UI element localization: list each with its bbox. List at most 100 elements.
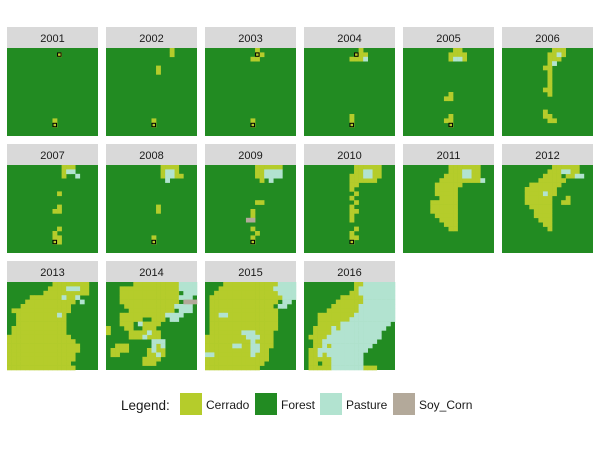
- cell-cerrado-2013: [11, 356, 17, 362]
- cell-cerrado-2016: [367, 365, 373, 371]
- cell-cerrado-2015: [259, 352, 265, 358]
- cell-cerrado-2013: [34, 295, 40, 300]
- facet-strip-2007: [7, 144, 98, 165]
- cell-pasture-2016: [326, 334, 332, 340]
- cell-pasture-2016: [358, 290, 364, 296]
- cell-cerrado-2015: [205, 365, 210, 371]
- cell-pasture-2014: [183, 308, 189, 314]
- cell-cerrado-2013: [47, 321, 53, 327]
- cell-pasture-2014: [192, 290, 198, 296]
- cell-cerrado-2013: [47, 304, 53, 309]
- cell-cerrado-2011: [457, 169, 463, 175]
- cell-pasture-2008: [165, 178, 170, 183]
- cell-cerrado-2014: [142, 326, 148, 331]
- cell-cerrado-2015: [268, 282, 274, 287]
- cell-pasture-2016: [390, 299, 396, 305]
- cell-cerrado-2014: [156, 312, 161, 318]
- cell-pasture-2005: [453, 56, 458, 62]
- cell-cerrado-2013: [25, 334, 31, 340]
- cell-cerrado-2009: [255, 200, 260, 205]
- cell-pasture-2016: [317, 348, 323, 353]
- cell-pasture-2016: [358, 326, 364, 331]
- cell-pasture-2016: [372, 330, 378, 336]
- cell-cerrado-2016: [308, 348, 314, 353]
- cell-cerrado-2016: [313, 330, 318, 336]
- cell-cerrado-2012: [574, 165, 580, 170]
- cell-cerrado-2015: [218, 348, 224, 353]
- cell-cerrado-2015: [250, 356, 256, 362]
- cell-cerrado-2013: [66, 334, 71, 340]
- cell-cerrado-2011: [430, 209, 436, 214]
- cell-cerrado-2013: [38, 312, 44, 318]
- cell-cerrado-2013: [52, 295, 58, 300]
- cell-cerrado-2013: [25, 317, 31, 322]
- cell-cerrado-2006: [542, 109, 548, 115]
- highlight-cell-2001: [52, 122, 58, 128]
- cell-cerrado-2015: [236, 312, 242, 318]
- cell-cerrado-2013: [61, 361, 67, 366]
- cell-cerrado-2013: [34, 365, 40, 371]
- cell-cerrado-2013: [84, 282, 90, 287]
- cell-pasture-2015: [250, 343, 256, 349]
- cell-cerrado-2013: [66, 304, 71, 309]
- cell-cerrado-2011: [457, 182, 463, 188]
- cell-cerrado-2015: [268, 295, 274, 300]
- panel-2016: 2016: [304, 261, 396, 371]
- cell-cerrado-2015: [232, 290, 238, 296]
- legend-entry-pasture: Pasture: [320, 393, 388, 415]
- cell-cerrado-2013: [20, 321, 26, 327]
- cell-cerrado-2014: [133, 286, 139, 292]
- cell-cerrado-2013: [20, 312, 26, 318]
- cell-cerrado-2015: [232, 352, 238, 358]
- cell-cerrado-2015: [273, 295, 279, 300]
- cell-cerrado-2008: [160, 173, 166, 179]
- cell-cerrado-2015: [227, 308, 233, 314]
- cell-cerrado-2014: [137, 286, 143, 292]
- cell-cerrado-2013: [20, 365, 26, 371]
- cell-cerrado-2012: [538, 187, 544, 192]
- cell-pasture-2016: [390, 308, 396, 314]
- cell-cerrado-2001: [52, 118, 58, 124]
- cell-cerrado-2015: [209, 339, 215, 344]
- cell-cerrado-2013: [57, 348, 62, 353]
- cell-cerrado-2015: [209, 317, 215, 322]
- cell-cerrado-2013: [75, 348, 81, 353]
- cell-cerrado-2012: [538, 195, 544, 201]
- cell-cerrado-2013: [29, 343, 35, 349]
- facet-label-2007: 2007: [40, 150, 64, 162]
- cell-cerrado-2011: [448, 213, 454, 219]
- cell-cerrado-2013: [61, 348, 67, 353]
- cell-pasture-2016: [344, 352, 350, 358]
- cell-cerrado-2015: [227, 356, 233, 362]
- cell-cerrado-2013: [20, 326, 26, 331]
- cell-cerrado-2008: [151, 235, 157, 241]
- cell-cerrado-2013: [52, 308, 58, 314]
- cell-pasture-2016: [358, 334, 364, 340]
- cell-cerrado-2013: [61, 326, 67, 331]
- cell-cerrado-2007: [57, 191, 62, 197]
- cell-cerrado-2012: [542, 173, 548, 179]
- cell-pasture-2015: [291, 295, 297, 300]
- cell-cerrado-2013: [38, 348, 44, 353]
- cell-cerrado-2012: [547, 204, 553, 210]
- cell-cerrado-2015: [218, 304, 224, 309]
- cell-cerrado-2014: [169, 290, 175, 296]
- cell-cerrado-2013: [52, 343, 58, 349]
- cell-pasture-2015: [282, 286, 288, 292]
- cell-cerrado-2013: [66, 356, 71, 362]
- cell-pasture-2016: [363, 282, 368, 287]
- cell-cerrado-2015: [277, 295, 283, 300]
- cell-cerrado-2004: [349, 114, 355, 119]
- cell-pasture-2016: [367, 290, 373, 296]
- cell-cerrado-2015: [250, 312, 256, 318]
- cell-cerrado-2016: [349, 295, 355, 300]
- cell-cerrado-2015: [227, 282, 233, 287]
- cell-pasture-2016: [385, 286, 391, 292]
- cell-pasture-2007: [70, 169, 76, 175]
- cell-cerrado-2015: [236, 317, 242, 322]
- cell-cerrado-2005: [443, 96, 449, 102]
- cell-pasture-2015: [223, 312, 229, 318]
- panel-2008: 2008: [106, 144, 197, 253]
- cell-cerrado-2014: [128, 308, 134, 314]
- cell-pasture-2014: [156, 339, 161, 344]
